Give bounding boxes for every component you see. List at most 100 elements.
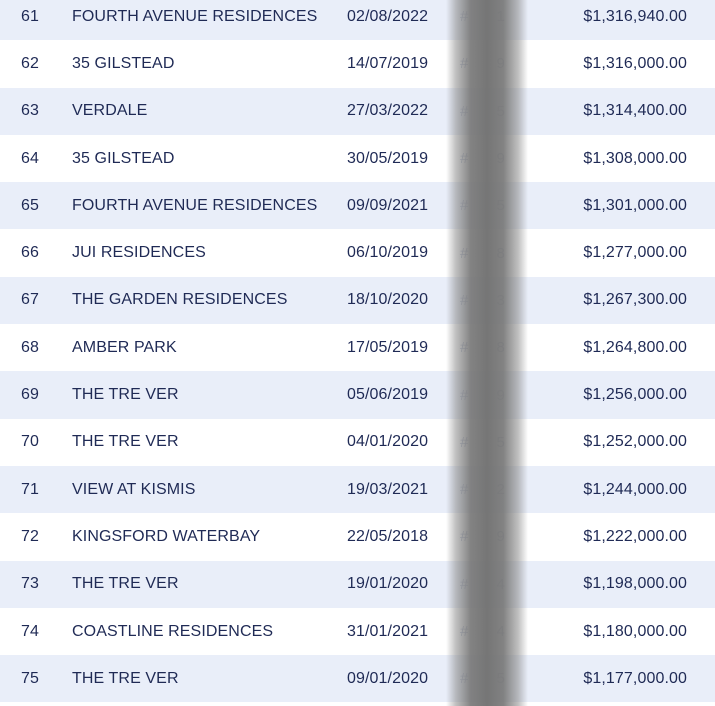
transaction-price: $1,308,000.00 [583, 149, 687, 167]
transaction-price: $1,256,000.00 [583, 386, 687, 404]
unit-hash: # [460, 386, 469, 404]
unit-tail: 5 [496, 433, 505, 451]
row-index: 63 [21, 102, 39, 120]
transaction-price: $1,198,000.00 [583, 575, 687, 593]
unit-hash: # [460, 623, 469, 640]
table-row[interactable]: 71 VIEW AT KISMIS 19/03/2021 #2 $1,244,000.0… [0, 465, 715, 514]
unit-hash: # [460, 575, 469, 593]
transaction-price: $1,314,400.00 [583, 102, 687, 120]
table-row[interactable]: 65 FOURTH AVENUE RESIDENCES 09/09/2021 #5 $1… [0, 182, 715, 230]
row-index: 64 [21, 149, 39, 167]
table-row[interactable]: 74 COASTLINE RESIDENCES 31/01/2021 #4 $1,180… [0, 607, 715, 656]
transaction-price: $1,222,000.00 [583, 527, 687, 545]
project-name: 35 GILSTEAD [72, 149, 175, 167]
unit-tail: 9 [496, 150, 505, 168]
transaction-date: 17/05/2019 [347, 338, 429, 356]
transaction-date: 04/01/2020 [347, 433, 429, 451]
transaction-date: 05/06/2019 [347, 386, 429, 404]
row-index: 72 [21, 527, 39, 545]
unit-tail: 4 [496, 575, 505, 593]
transaction-date: 02/08/2022 [347, 7, 429, 25]
unit-tail: 5 [496, 670, 505, 688]
transaction-price: $1,180,000.00 [583, 622, 687, 640]
transaction-date: 06/10/2019 [347, 244, 429, 262]
transaction-price: $1,267,300.00 [583, 291, 687, 309]
project-name: FOURTH AVENUE RESIDENCES [72, 7, 318, 25]
transaction-price: $1,244,000.00 [583, 480, 687, 498]
row-index: 61 [21, 7, 39, 25]
table-row[interactable]: 63 VERDALE 27/03/2022 #5 $1,314,400.00 [0, 87, 715, 135]
project-name: THE TRE VER [72, 575, 179, 593]
row-index: 65 [21, 196, 39, 214]
unit-tail: 1 [496, 8, 505, 26]
table-row[interactable]: 72 KINGSFORD WATERBAY 22/05/2018 #9 $1,222,0… [0, 513, 715, 561]
table-row[interactable]: 67 THE GARDEN RESIDENCES 18/10/2020 #3 $1,26… [0, 276, 715, 325]
row-index: 71 [21, 480, 39, 498]
project-name: JUI RESIDENCES [72, 244, 206, 262]
transaction-price: $1,316,940.00 [583, 7, 687, 25]
row-index: 67 [21, 291, 39, 309]
transaction-price: $1,264,800.00 [583, 338, 687, 356]
table-row[interactable]: 69 THE TRE VER 05/06/2019 #9 $1,256,000.00 [0, 371, 715, 419]
project-name: THE GARDEN RESIDENCES [72, 291, 288, 309]
project-name: THE TRE VER [72, 386, 179, 404]
row-index: 70 [21, 433, 39, 451]
row-index: 69 [21, 386, 39, 404]
unit-tail: 5 [496, 197, 505, 215]
unit-tail: 9 [496, 528, 505, 546]
table-row[interactable]: 64 35 GILSTEAD 30/05/2019 #9 $1,308,000.00 [0, 134, 715, 183]
unit-hash: # [460, 197, 469, 215]
unit-hash: # [460, 244, 469, 262]
unit-hash: # [460, 339, 469, 357]
project-name: AMBER PARK [72, 338, 177, 356]
row-index: 74 [21, 622, 39, 640]
unit-hash: # [460, 8, 469, 26]
unit-tail: 2 [496, 481, 505, 499]
transaction-price: $1,316,000.00 [583, 54, 687, 72]
unit-hash: # [460, 528, 469, 546]
table-row[interactable]: 75 THE TRE VER 09/01/2020 #5 $1,177,000.00 [0, 655, 715, 703]
table-row[interactable]: 62 35 GILSTEAD 14/07/2019 #9 $1,316,000.00 [0, 40, 715, 88]
transaction-date: 19/03/2021 [347, 480, 429, 498]
project-name: VIEW AT KISMIS [72, 480, 196, 498]
unit-hash: # [460, 670, 469, 688]
transaction-date: 22/05/2018 [347, 527, 429, 545]
row-index: 68 [21, 338, 39, 356]
unit-hash: # [460, 433, 469, 451]
project-name: THE TRE VER [72, 669, 179, 687]
transaction-date: 18/10/2020 [347, 291, 429, 309]
row-index: 62 [21, 54, 39, 72]
table-row[interactable]: 61 FOURTH AVENUE RESIDENCES 02/08/2022 #1 $1… [0, 0, 715, 41]
project-name: FOURTH AVENUE RESIDENCES [72, 196, 318, 214]
row-index: 75 [21, 669, 39, 687]
unit-hash: # [460, 102, 469, 120]
unit-tail: 3 [496, 291, 505, 309]
unit-tail: 9 [496, 55, 505, 73]
transaction-date: 09/01/2020 [347, 669, 429, 687]
unit-tail: 5 [496, 102, 505, 120]
project-name: 35 GILSTEAD [72, 54, 175, 72]
transaction-price: $1,252,000.00 [583, 433, 687, 451]
transaction-date: 30/05/2019 [347, 149, 429, 167]
table-row[interactable]: 66 JUI RESIDENCES 06/10/2019 #8 $1,277,000.0… [0, 229, 715, 277]
unit-tail: 4 [496, 623, 505, 640]
transaction-price: $1,301,000.00 [583, 196, 687, 214]
project-name: VERDALE [72, 102, 148, 120]
table-row[interactable]: 68 AMBER PARK 17/05/2019 #8 $1,264,800.00 [0, 324, 715, 372]
unit-hash: # [460, 481, 469, 499]
table-row[interactable]: 73 THE TRE VER 19/01/2020 #4 $1,198,000.00 [0, 560, 715, 608]
transaction-date: 19/01/2020 [347, 575, 429, 593]
transaction-date: 14/07/2019 [347, 54, 429, 72]
table-row[interactable]: 70 THE TRE VER 04/01/2020 #5 $1,252,000.00 [0, 418, 715, 466]
project-name: KINGSFORD WATERBAY [72, 527, 261, 545]
unit-hash: # [460, 55, 469, 73]
project-name: THE TRE VER [72, 433, 179, 451]
row-index: 73 [21, 575, 39, 593]
transaction-price: $1,177,000.00 [583, 669, 687, 687]
project-name: COASTLINE RESIDENCES [72, 622, 274, 640]
unit-tail: 9 [496, 386, 505, 404]
transaction-date: 27/03/2022 [347, 102, 429, 120]
unit-hash: # [460, 150, 469, 168]
transaction-date: 31/01/2021 [347, 622, 429, 640]
